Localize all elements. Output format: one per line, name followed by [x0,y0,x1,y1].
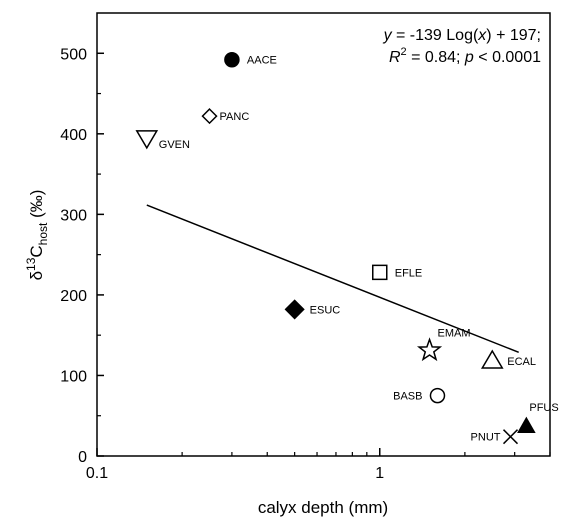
y-axis-title-main: C [27,245,46,257]
point-marker [429,387,446,404]
eq1-a: y [383,27,393,44]
data-points: AACE PANC GVEN EFLE ESUC EMAM ECAL BASB PFUS PNUT [135,51,559,445]
data-point-pnut: PNUT [471,429,519,445]
y-axis-title-sub: host [36,222,50,245]
data-point-pfus: PFUS [517,402,559,433]
data-point-basb: BASB [393,387,446,404]
eq2-d: < 0.0001 [474,49,541,66]
eq2-c: p [464,49,474,66]
point-marker [416,337,443,362]
data-point-efle: EFLE [372,264,423,281]
x-tick-label: 0.1 [86,465,108,482]
point-marker [224,51,240,68]
eq2-b: = 0.84; [407,49,465,66]
point-marker [201,108,218,125]
regression-line [146,204,519,354]
y-tick-label: 100 [60,368,87,385]
y-axis-title: δ13Chost (‰) [24,190,50,281]
plot-frame [96,12,551,457]
equation-line-2: R2 = 0.84; p < 0.0001 [389,46,541,66]
y-axis-title-sup: 13 [24,257,38,271]
x-tick-label: 1 [375,465,384,482]
y-axis: 0 100 200 300 400 500 [60,46,104,466]
point-label: ESUC [310,304,341,316]
point-label: BASB [393,391,422,403]
point-label: GVEN [159,139,190,151]
x-axis: 0.1 1 [86,448,551,482]
data-point-esuc: ESUC [284,299,341,320]
x-axis-title: calyx depth (mm) [258,498,388,517]
data-point-gven: GVEN [135,130,190,151]
y-tick-label: 500 [60,46,87,63]
point-label: ECAL [507,356,536,368]
point-label: PFUS [529,402,558,414]
data-point-emam: EMAM [416,327,471,362]
y-tick-label: 400 [60,127,87,144]
y-tick-label: 300 [60,207,87,224]
eq1-d: ) + 197; [486,27,541,44]
point-marker [517,416,536,433]
data-point-ecal: ECAL [480,349,536,369]
point-label: AACE [247,55,277,67]
point-marker [372,264,388,281]
point-marker [284,299,305,320]
point-marker [480,349,504,369]
eq1-c: x [477,27,487,44]
point-marker [502,429,519,445]
point-label: EFLE [395,267,423,279]
eq2-a: R [389,49,401,66]
y-axis-title-unit: (‰) [27,190,46,223]
eq1-b: = -139 Log( [392,27,479,44]
point-label: PANC [220,111,250,123]
data-point-aace: AACE [224,51,277,68]
equation-line-1: y = -139 Log(x) + 197; [383,27,541,44]
point-label: PNUT [471,432,501,444]
y-axis-title-prefix: δ [27,271,46,280]
point-marker [135,130,159,150]
point-label: EMAM [438,327,471,339]
y-tick-label: 200 [60,288,87,305]
eq2-sup: 2 [401,46,407,58]
y-tick-label: 0 [78,449,87,466]
data-point-panc: PANC [201,108,250,125]
